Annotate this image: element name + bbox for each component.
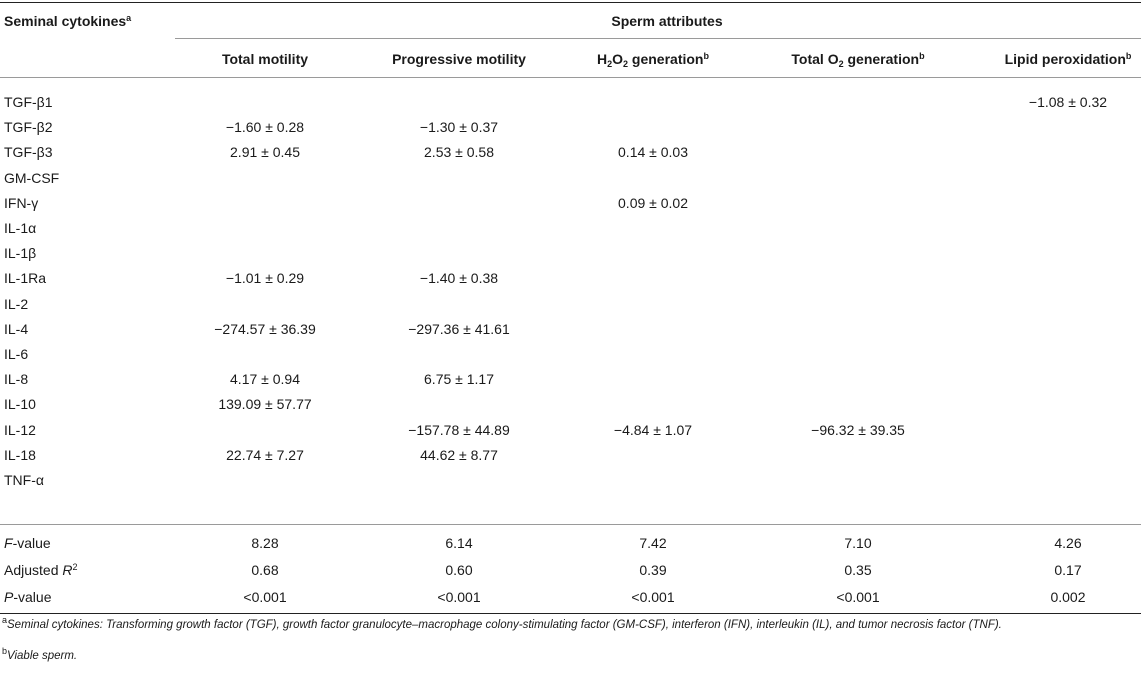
stats-rule	[0, 524, 1141, 525]
stat-cell: 0.68	[251, 562, 279, 578]
top-rule	[0, 2, 1141, 3]
table-cell: −1.08 ± 0.32	[1028, 94, 1108, 110]
row-label: IL-4	[4, 320, 29, 337]
col-header-total-motility: Total motility	[221, 51, 309, 67]
stat-cell: <0.001	[437, 589, 481, 605]
row-label: TNF-α	[4, 472, 44, 488]
stat-cell: 6.14	[445, 535, 473, 551]
table-cell: 44.62 ± 8.77	[420, 446, 498, 463]
header-rule	[0, 77, 1141, 78]
stat-cell: 4.26	[1054, 535, 1082, 551]
row-label: IL-18	[4, 446, 36, 463]
stat-cell: <0.001	[836, 589, 880, 605]
row-label: IL-12	[4, 421, 36, 438]
stat-cell: 0.17	[1054, 562, 1082, 578]
bottom-rule	[0, 613, 1141, 614]
col-header-progressive-motility: Progressive motility	[392, 51, 526, 67]
footnote-a: aSeminal cytokines: Transforming growth …	[2, 615, 1002, 632]
row-label: IL-1β	[4, 245, 37, 262]
stat-cell: <0.001	[631, 589, 675, 605]
row-label: TGF-β2	[4, 119, 53, 136]
row-label: TGF-β1	[4, 94, 53, 110]
table-cell: 2.91 ± 0.45	[230, 144, 300, 161]
stat-cell: 0.002	[1050, 589, 1086, 605]
table-cell: −297.36 ± 41.61	[408, 320, 510, 337]
stat-label: P-value	[4, 589, 52, 605]
table-cell: −157.78 ± 44.89	[408, 421, 510, 438]
table-cell: 22.74 ± 7.27	[226, 446, 304, 463]
row-label: IL-1α	[4, 220, 37, 236]
stat-cell: <0.001	[243, 589, 287, 605]
stat-cell: 0.60	[445, 562, 473, 578]
table-cell: −274.57 ± 36.39	[214, 320, 316, 337]
table-cell: 2.53 ± 0.58	[424, 144, 494, 161]
row-header: Seminal cytokinesa	[4, 13, 132, 29]
table-cell: −1.01 ± 0.29	[225, 270, 305, 287]
col-header-h2o2-generation: H2O2 generationb	[596, 51, 709, 69]
stat-cell: 7.42	[639, 535, 667, 551]
stat-cell: 0.35	[844, 562, 872, 578]
table-cell: 139.09 ± 57.77	[218, 396, 312, 413]
col-header-total-o2-generation: Total O2 generationb	[791, 51, 925, 69]
table-cell: 0.09 ± 0.02	[618, 194, 688, 211]
table-cell: −1.40 ± 0.38	[419, 270, 499, 287]
table-cell: 4.17 ± 0.94	[230, 371, 300, 388]
col-header-lipid-peroxidation: Lipid peroxidationb	[1004, 51, 1132, 67]
footnote-b: bViable sperm.	[2, 646, 78, 663]
row-label: IFN-γ	[4, 194, 39, 211]
table-cell: −1.60 ± 0.28	[225, 119, 305, 136]
table-cell: −96.32 ± 39.35	[811, 421, 905, 438]
table-cell: 0.14 ± 0.03	[618, 144, 688, 161]
table-cell: −4.84 ± 1.07	[613, 421, 693, 438]
stat-label: Adjusted R2	[4, 562, 78, 578]
row-label: IL-1Ra	[4, 270, 47, 287]
row-label: IL-2	[4, 295, 29, 312]
table-cell: 6.75 ± 1.17	[424, 371, 494, 388]
group-rule	[175, 38, 1141, 39]
table-cell: −1.30 ± 0.37	[419, 119, 499, 136]
row-label: IL-10	[4, 396, 36, 413]
stat-cell: 0.39	[639, 562, 667, 578]
stat-cell: 7.10	[844, 535, 872, 551]
row-label: IL-8	[4, 371, 29, 388]
stat-label: F-value	[4, 535, 51, 551]
row-label: TGF-β3	[4, 144, 53, 161]
row-label: IL-6	[4, 346, 29, 362]
row-label: GM-CSF	[4, 169, 60, 186]
group-header: Sperm attributes	[611, 13, 723, 29]
stat-cell: 8.28	[251, 535, 279, 551]
